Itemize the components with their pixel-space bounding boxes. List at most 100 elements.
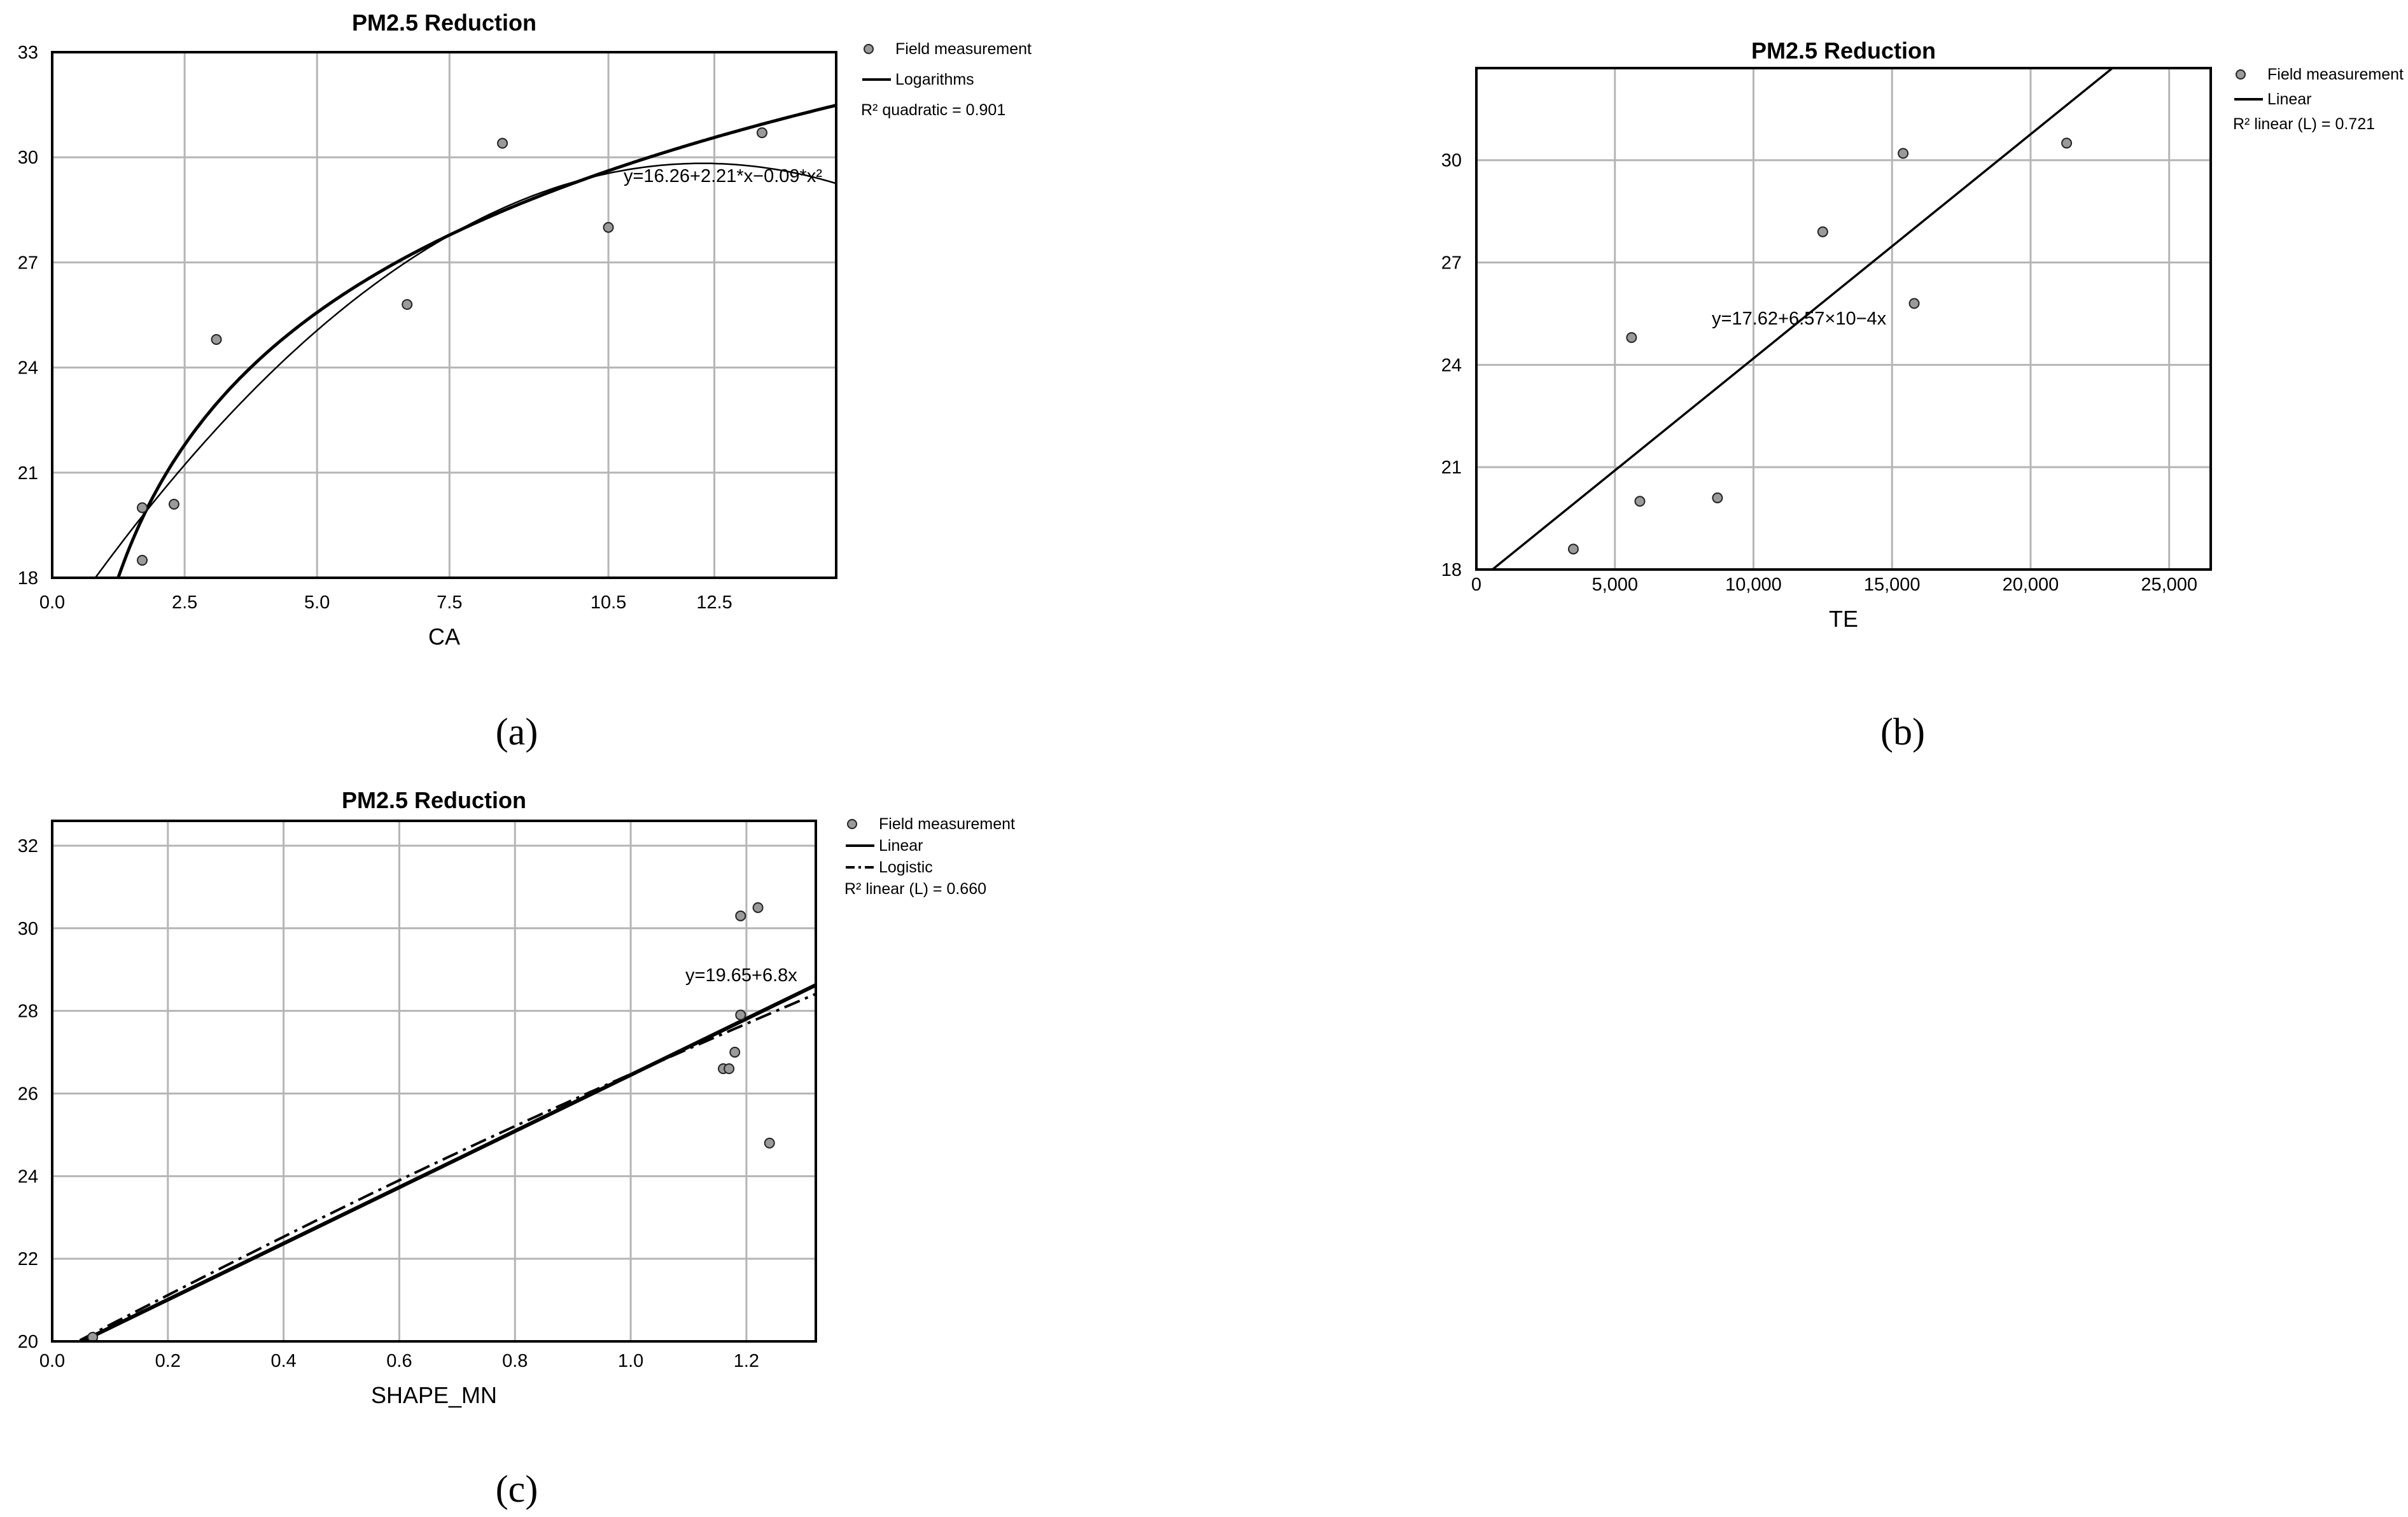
linear-fit-line — [77, 983, 816, 1341]
legend-label: Logarithms — [895, 71, 974, 88]
x-axis-label: SHAPE_MN — [371, 1382, 497, 1408]
x-tick-label: 5.0 — [304, 592, 330, 613]
x-tick-label: 0.0 — [39, 592, 65, 613]
x-tick-label: 1.2 — [734, 1351, 759, 1371]
data-point — [2061, 137, 2073, 149]
legend: Field measurement Logarithms R² quadratic … — [861, 40, 1032, 119]
legend-r-squared: R² linear (L) = 0.660 — [844, 880, 986, 898]
fit-equation: y=17.62+6.57×10−4x — [1712, 309, 1887, 329]
x-tick-label: 10.5 — [591, 592, 626, 613]
legend: Field measurement Linear Logistic R² linear… — [844, 815, 1015, 898]
x-tick-label: 15,000 — [1864, 575, 1921, 595]
grid-lines — [52, 821, 816, 1341]
y-tick-label: 22 — [18, 1249, 38, 1269]
fit-curves — [1490, 68, 2115, 570]
chart-panel-c: PM2.5 Reduction 0.0 0.2 0.4 0.6 0.8 1.0 1.2 20 22… — [18, 787, 1015, 1510]
chart-title: PM2.5 Reduction — [342, 787, 526, 813]
data-point — [1567, 543, 1579, 555]
y-tick-label: 18 — [1441, 560, 1462, 580]
plot-frame — [51, 51, 837, 579]
y-tick-label: 18 — [18, 568, 38, 589]
legend-label: Linear — [879, 837, 923, 855]
legend-label: Field measurement — [895, 40, 1032, 58]
data-point — [735, 910, 746, 921]
y-tick-label: 32 — [18, 836, 38, 856]
legend-label: Field measurement — [879, 815, 1015, 833]
data-points — [1567, 137, 2073, 555]
grid-lines — [52, 52, 836, 578]
data-point — [137, 502, 148, 514]
data-point — [1712, 492, 1723, 503]
data-points — [87, 902, 775, 1343]
chart-title: PM2.5 Reduction — [1751, 38, 1936, 64]
x-tick-label: 2.5 — [172, 592, 197, 613]
y-tick-label: 27 — [18, 253, 38, 273]
panel-label: (c) — [496, 1468, 538, 1510]
legend-marker-points — [2236, 69, 2246, 80]
logarithmic-fit-line — [116, 103, 836, 578]
fit-curves — [74, 983, 816, 1341]
x-tick-label: 10,000 — [1725, 575, 1782, 595]
chart-panel-a: PM2.5 Reduction 0.0 2.5 5.0 7.5 10.5 12.5 18 21 2… — [18, 10, 1032, 753]
data-point — [1817, 226, 1828, 237]
x-tick-label: 0.0 — [39, 1351, 65, 1371]
x-tick-label: 25,000 — [2141, 575, 2197, 595]
y-tick-label: 28 — [18, 1002, 38, 1022]
y-tick-label: 21 — [1441, 458, 1462, 478]
data-point — [724, 1063, 735, 1075]
chart-panel-b: PM2.5 Reduction 0 5,000 10,000 15,000 20,000 2… — [1441, 38, 2404, 753]
legend-r-squared: R² quadratic = 0.901 — [861, 101, 1005, 119]
data-point — [752, 902, 764, 913]
data-point — [137, 554, 148, 566]
x-axis-label: CA — [428, 624, 460, 650]
x-tick-label: 12.5 — [696, 592, 732, 613]
y-tick-label: 24 — [18, 358, 38, 379]
y-tick-label: 30 — [1441, 151, 1462, 171]
legend-label: Field measurement — [2267, 66, 2404, 83]
data-points — [137, 127, 767, 566]
legend-marker-points — [864, 44, 874, 54]
fit-equation: y=16.26+2.21*x−0.09*x² — [624, 166, 822, 186]
legend-marker-points — [847, 819, 857, 829]
x-axis-label: TE — [1829, 606, 1858, 632]
legend-r-squared: R² linear (L) = 0.721 — [2233, 115, 2375, 133]
y-tick-label: 21 — [18, 463, 38, 484]
data-point — [603, 221, 614, 233]
x-tick-label: 0 — [1471, 575, 1481, 595]
data-point — [1626, 332, 1637, 343]
y-tick-label: 24 — [1441, 355, 1462, 375]
data-point — [1898, 148, 1909, 159]
x-tick-label: 1.0 — [618, 1351, 643, 1371]
x-tick-label: 20,000 — [2003, 575, 2059, 595]
x-tick-label: 0.4 — [270, 1351, 296, 1371]
plot-frame — [1475, 67, 2212, 571]
data-point — [764, 1137, 775, 1149]
legend-label: Linear — [2267, 90, 2312, 108]
data-point — [735, 1009, 746, 1021]
data-point — [756, 127, 767, 139]
x-tick-label: 0.2 — [155, 1351, 181, 1371]
y-tick-label: 33 — [18, 43, 38, 63]
y-tick-label: 24 — [18, 1166, 38, 1187]
legend: Field measurement Linear R² linear (L) = 0… — [2233, 66, 2404, 133]
data-point — [168, 498, 179, 510]
x-tick-label: 0.8 — [502, 1351, 528, 1371]
fit-curves — [94, 103, 836, 578]
linear-fit-line — [1490, 68, 2115, 570]
data-point — [497, 137, 508, 149]
legend-label: Logistic — [879, 858, 933, 876]
data-point — [1908, 298, 1920, 309]
y-tick-label: 26 — [18, 1084, 38, 1104]
quadratic-fit-line — [94, 162, 836, 578]
data-point — [729, 1047, 741, 1058]
grid-lines — [1476, 68, 2211, 570]
data-point — [211, 334, 222, 346]
y-tick-label: 20 — [18, 1332, 38, 1352]
x-tick-label: 7.5 — [437, 592, 462, 613]
chart-title: PM2.5 Reduction — [352, 10, 536, 36]
fit-equation: y=19.65+6.8x — [685, 965, 797, 986]
x-tick-label: 5,000 — [1592, 575, 1638, 595]
data-point — [1634, 496, 1646, 507]
panel-label: (a) — [496, 711, 538, 753]
